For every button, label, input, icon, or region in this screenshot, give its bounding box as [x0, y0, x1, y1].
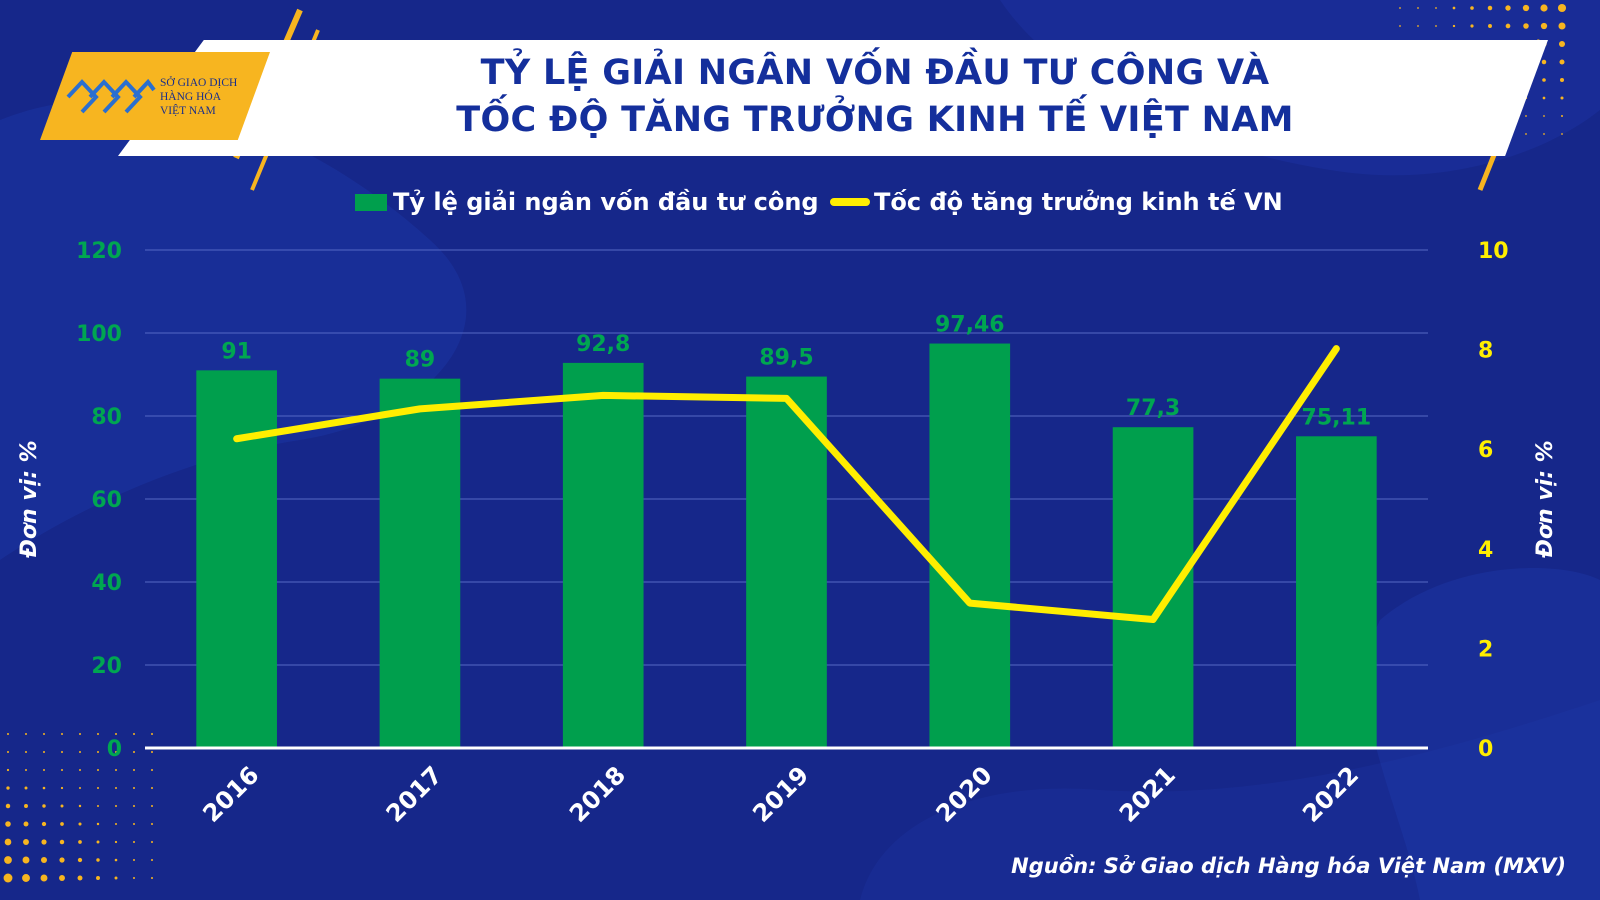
bar — [379, 378, 461, 748]
bar-data-label: 89 — [405, 348, 436, 373]
y-right-tick-label: 8 — [1478, 339, 1493, 364]
bar-data-label: 92,8 — [576, 332, 630, 357]
title-banner — [118, 40, 1548, 156]
x-tick-label: 2016 — [197, 761, 264, 828]
logo-text: SỞ GIAO DỊCH HÀNG HÓA VIỆT NAM — [160, 76, 237, 118]
y-right-axis-label: Đơn vị: % — [1533, 440, 1558, 558]
logo-icon — [66, 78, 156, 114]
y-left-tick-label: 20 — [91, 654, 122, 679]
x-tick-label: 2018 — [564, 761, 631, 828]
bar — [746, 376, 827, 748]
growth-line — [233, 345, 1340, 624]
chart-title: TỶ LỆ GIẢI NGÂN VỐN ĐẦU TƯ CÔNG VÀ TỐC Đ… — [330, 50, 1420, 144]
bar — [1296, 436, 1377, 748]
source-note: Nguồn: Sở Giao dịch Hàng hóa Việt Nam (M… — [1011, 854, 1566, 878]
y-right-tick-label: 2 — [1478, 637, 1493, 662]
legend-label-bar: Tỷ lệ giải ngân vốn đầu tư công — [393, 188, 819, 216]
bar-data-label: 97,46 — [935, 313, 1005, 338]
legend: Tỷ lệ giải ngân vốn đầu tư công Tốc độ t… — [0, 188, 1600, 222]
y-left-tick-label: 120 — [76, 239, 122, 264]
bar-data-label: 91 — [221, 339, 252, 364]
x-tick-label: 2020 — [931, 761, 998, 828]
y-left-tick-label: 60 — [91, 488, 122, 513]
logo-line-3: VIỆT NAM — [160, 105, 216, 117]
bar-data-label: 77,3 — [1126, 396, 1180, 421]
x-tick-label: 2021 — [1114, 761, 1181, 828]
logo-line-1: SỞ GIAO DỊCH — [160, 77, 238, 89]
y-right-tick-label: 10 — [1478, 239, 1509, 264]
y-left-tick-label: 40 — [91, 571, 122, 596]
y-right-tick-label: 6 — [1478, 438, 1493, 463]
y-right-tick-label: 0 — [1478, 737, 1493, 762]
legend-label-line: Tốc độ tăng trưởng kinh tế VN — [874, 188, 1283, 216]
bar — [196, 370, 277, 748]
bar — [929, 343, 1011, 748]
logo-line-2: HÀNG HÓA — [160, 91, 222, 103]
y-left-tick-label: 100 — [76, 322, 122, 347]
bar-data-label: 75,11 — [1302, 405, 1372, 430]
x-tick-label: 2022 — [1297, 761, 1364, 828]
bar-data-label: 89,5 — [759, 346, 813, 371]
logo-badge — [40, 52, 270, 140]
y-left-tick-label: 0 — [107, 737, 122, 762]
legend-swatch-bar — [355, 193, 387, 211]
chart-title-line-2: TỐC ĐỘ TĂNG TRƯỞNG KINH TẾ VIỆT NAM — [456, 100, 1294, 140]
y-left-axis-label: Đơn vị: % — [17, 440, 42, 558]
legend-item-bar: Tỷ lệ giải ngân vốn đầu tư công — [355, 188, 819, 216]
x-tick-label: 2019 — [747, 761, 814, 828]
bar — [562, 362, 644, 748]
bar — [1112, 427, 1194, 748]
chart-title-line-1: TỶ LỆ GIẢI NGÂN VỐN ĐẦU TƯ CÔNG VÀ — [480, 53, 1270, 93]
legend-item-line: Tốc độ tăng trưởng kinh tế VN — [830, 188, 1283, 216]
legend-swatch-line — [830, 198, 870, 206]
x-tick-label: 2017 — [381, 761, 448, 828]
y-right-tick-label: 4 — [1478, 538, 1493, 563]
y-left-tick-label: 80 — [91, 405, 122, 430]
